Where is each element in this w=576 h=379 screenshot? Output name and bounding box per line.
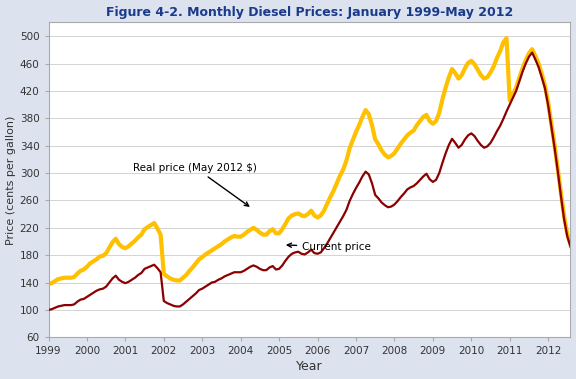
Text: Real price (May 2012 $): Real price (May 2012 $) — [133, 163, 257, 206]
Title: Figure 4-2. Monthly Diesel Prices: January 1999-May 2012: Figure 4-2. Monthly Diesel Prices: Janua… — [106, 6, 513, 19]
X-axis label: Year: Year — [296, 360, 323, 373]
Y-axis label: Price (cents per gallon): Price (cents per gallon) — [6, 115, 16, 244]
Text: Current price: Current price — [287, 242, 371, 252]
